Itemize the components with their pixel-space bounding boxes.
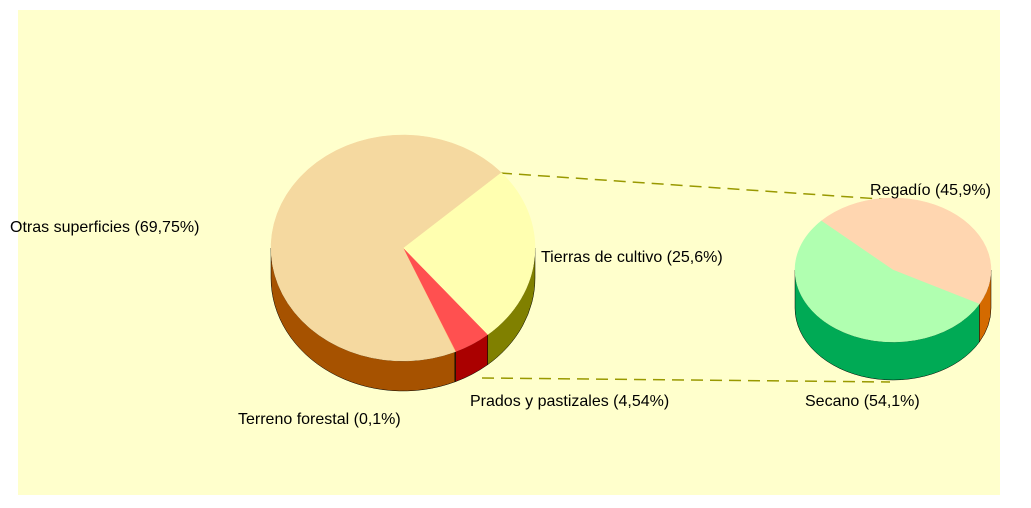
connector-line: [481, 377, 891, 383]
connector-line: [499, 172, 896, 201]
slice: [820, 197, 992, 305]
slice: [402, 172, 536, 336]
slice-label: Secano (54,1%): [805, 393, 920, 410]
slice-label: Tierras de cultivo (25,6%): [541, 249, 723, 266]
slice-label: Terreno forestal (0,1%): [238, 411, 401, 428]
slice-label: Regadío (45,9%): [870, 182, 991, 199]
slice: [794, 220, 980, 343]
slice-label: Prados y pastizales (4,54%): [470, 393, 669, 410]
slice-label: Otras superficies (69,75%): [10, 219, 199, 236]
slice: [270, 134, 502, 362]
